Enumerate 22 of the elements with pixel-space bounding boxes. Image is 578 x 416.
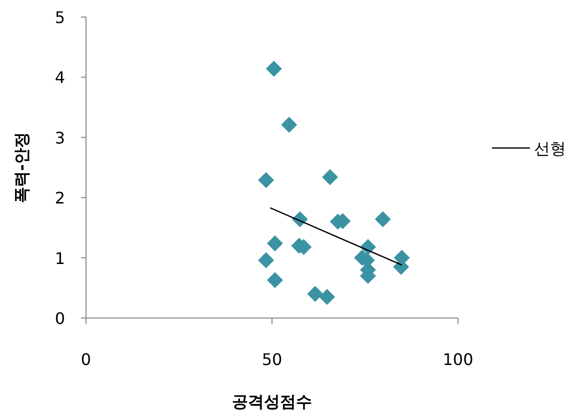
point [319,288,336,305]
x-tick-label: 0 [80,350,92,369]
point [258,172,274,188]
y-tick-label: 4 [54,68,66,88]
x-tick-label: 100 [442,350,474,369]
y-tick-label: 0 [54,309,66,328]
x-axis-title: 공격성점수 [232,392,312,411]
point [266,272,283,288]
y-axis-title: 폭력-안정 [12,132,31,203]
y-tick-label: 1 [54,248,66,268]
point [307,286,324,302]
point [258,252,274,268]
point [322,169,338,186]
legend-label: 선형 [534,139,566,158]
y-tick-label: 5 [54,8,66,27]
x-tick-label: 50 [262,350,282,369]
y-tick-label: 2 [54,188,66,208]
point [266,235,283,252]
point [281,116,298,133]
point [266,60,282,77]
point [374,211,391,228]
y-tick-label: 3 [54,128,66,148]
